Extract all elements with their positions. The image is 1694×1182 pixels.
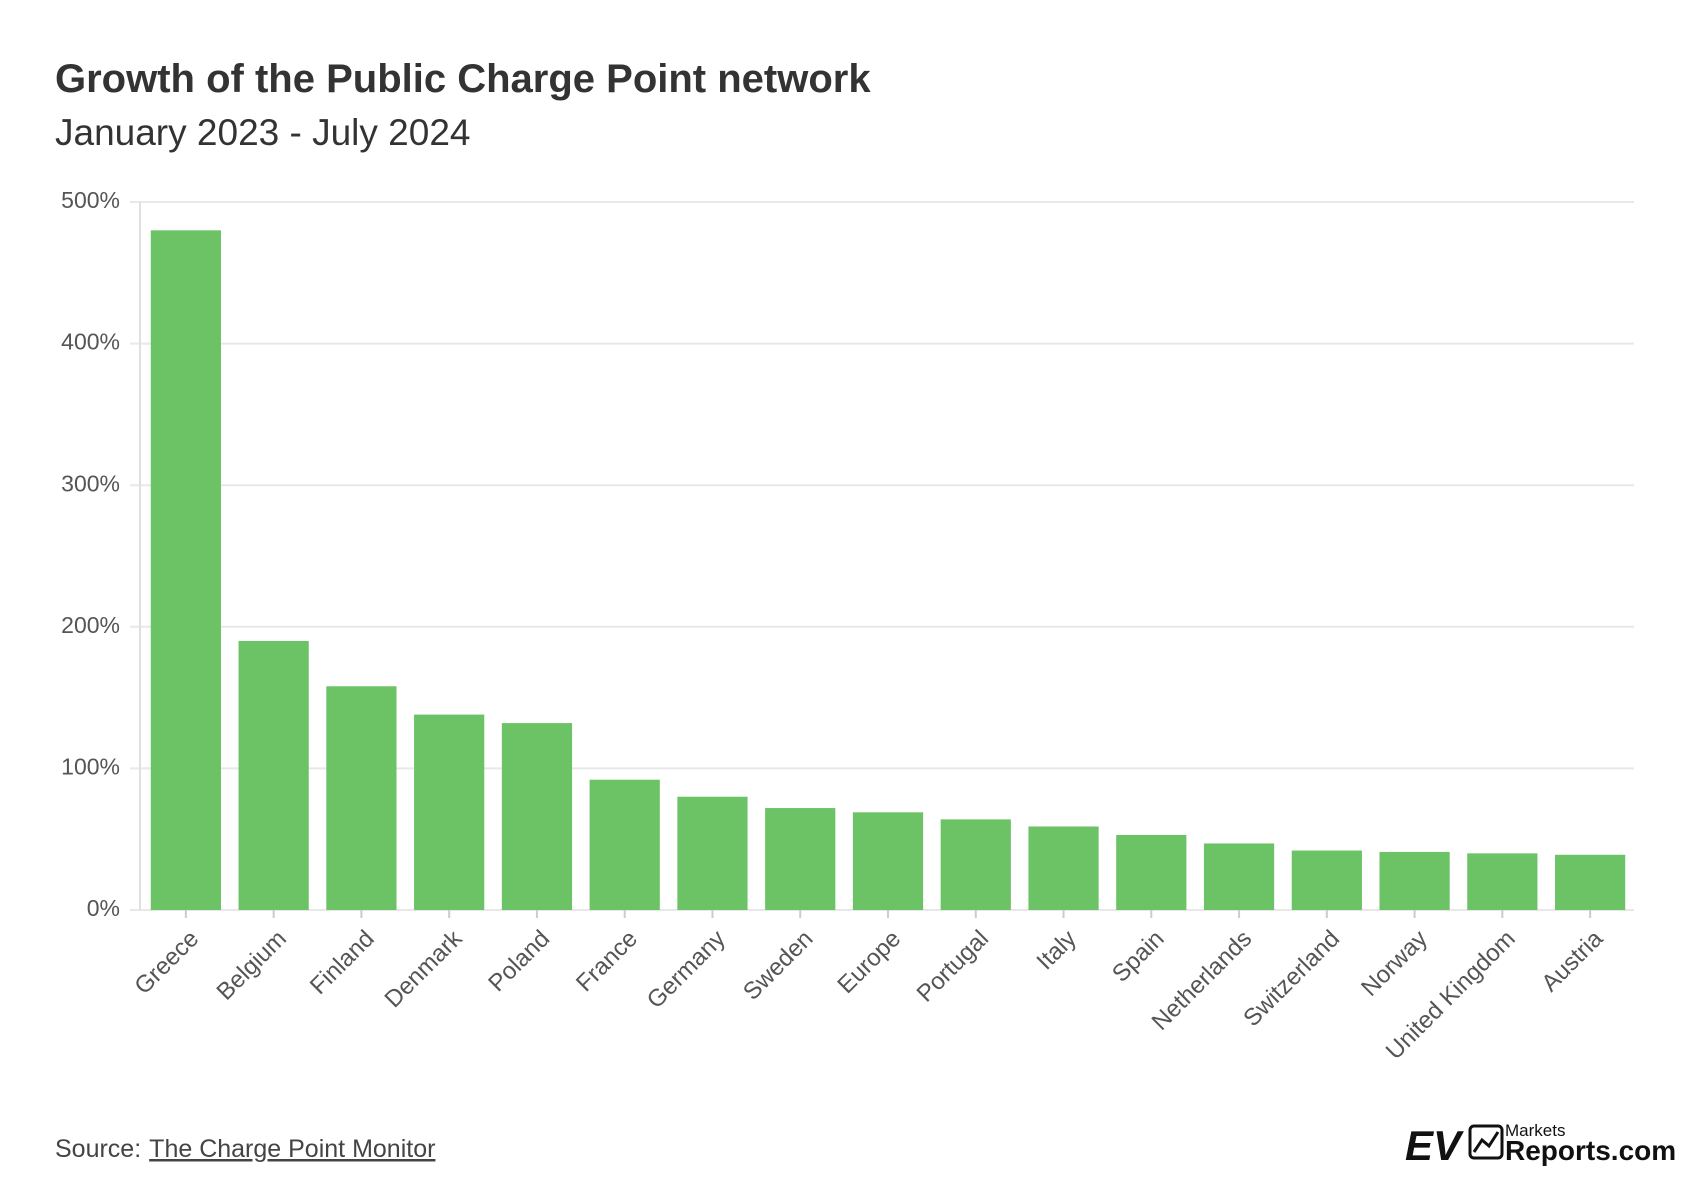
x-tick-label: France (571, 925, 643, 997)
y-tick-label: 400% (61, 329, 120, 355)
bar (414, 714, 485, 910)
logo-markets: Markets (1505, 1121, 1565, 1140)
bar (852, 812, 924, 910)
bar (326, 686, 397, 910)
x-tick-label: Europe (832, 925, 906, 999)
y-tick-label: 0% (87, 895, 120, 921)
y-tick-label: 200% (61, 612, 120, 638)
bar (1203, 843, 1275, 910)
x-tick-label: Denmark (379, 924, 468, 1013)
chart-title: Growth of the Public Charge Point networ… (55, 57, 871, 101)
bar (1116, 834, 1187, 910)
x-tick-label: Greece (129, 925, 204, 1000)
bar (589, 779, 660, 910)
chart-subtitle: January 2023 - July 2024 (55, 112, 471, 153)
bar (150, 230, 221, 910)
logo-icon (1468, 1124, 1504, 1160)
x-tick-label: Finland (305, 925, 380, 1000)
logo-reports: Reports.com (1505, 1135, 1676, 1166)
x-tick-label: Switzerland (1238, 925, 1345, 1032)
x-tick-label: Italy (1032, 925, 1082, 975)
x-tick-label: Spain (1107, 925, 1170, 988)
x-tick-label: Belgium (211, 925, 291, 1005)
x-tick-label: Portugal (912, 925, 994, 1007)
bar (1028, 826, 1099, 910)
x-tick-label: Germany (642, 925, 731, 1014)
logo-icon-line (1472, 1131, 1500, 1153)
bar (940, 819, 1011, 910)
x-tick-label: Norway (1356, 925, 1433, 1002)
logo: EV Markets Reports.com (1405, 1121, 1676, 1169)
y-tick-label: 100% (61, 753, 120, 779)
bar (1291, 850, 1362, 910)
bar (765, 808, 836, 910)
bar (677, 796, 748, 910)
x-tick-label: Poland (483, 925, 555, 997)
logo-ev: EV (1405, 1122, 1464, 1169)
bar (1379, 851, 1450, 910)
bar (238, 640, 309, 910)
bar (1555, 854, 1626, 910)
source-link[interactable]: The Charge Point Monitor (149, 1135, 435, 1163)
x-tick-label: Austria (1536, 925, 1608, 997)
bar (501, 723, 573, 910)
y-tick-label: 500% (61, 187, 120, 213)
y-tick-label: 300% (61, 470, 120, 496)
source: Source: The Charge Point Monitor (55, 1135, 435, 1163)
x-tick-label: Sweden (738, 925, 818, 1005)
bar (1467, 853, 1538, 910)
source-prefix: Source: (55, 1135, 141, 1163)
